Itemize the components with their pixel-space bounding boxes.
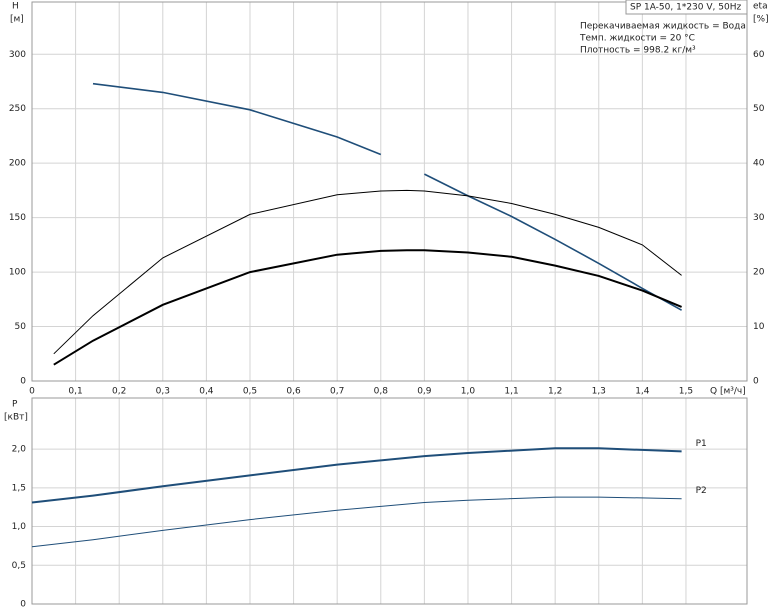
y-unit: [м] [10, 15, 24, 25]
plot-frame [31, 1, 748, 382]
x-tick-label: 0,9 [417, 387, 432, 397]
y-tick-label: 100 [9, 268, 26, 278]
curve [31, 496, 682, 548]
x-label: Q [м³/ч] [710, 387, 746, 397]
y2-tick-label: 60 [753, 50, 765, 60]
y-label: H [12, 2, 19, 12]
x-tick-label: 0,3 [156, 387, 170, 397]
y-label: P [12, 400, 18, 410]
y2-tick-label: 10 [753, 322, 765, 332]
legend-label: P2 [696, 486, 707, 496]
x-tick-label: 0,1 [68, 387, 82, 397]
x-tick-label: 1,0 [461, 387, 476, 397]
annotation: Плотность = 998.2 кг/м³ [580, 46, 696, 56]
y2-tick-label: 20 [753, 268, 765, 278]
y2-tick-label: 40 [753, 159, 765, 169]
x-tick-label: 0,4 [199, 387, 214, 397]
title: SP 1A-50, 1*230 V, 50Hz [630, 3, 741, 13]
legend-label: P1 [696, 439, 707, 449]
y-tick-label: 200 [9, 159, 26, 169]
annotation: Перекачиваемая жидкость = Вода [580, 22, 746, 32]
y2-tick-label: 50 [753, 104, 765, 114]
y-tick-label: 250 [9, 104, 26, 114]
y-unit: [кВт] [4, 413, 28, 423]
y-tick-label: 150 [9, 213, 26, 223]
y-tick-label: 1,0 [12, 522, 27, 532]
x-tick-label: 0,8 [374, 387, 389, 397]
y-tick-label: 1,5 [12, 483, 26, 493]
curve [53, 249, 682, 366]
curve [31, 447, 682, 504]
y2-label: eta [753, 2, 768, 12]
curve [53, 189, 682, 355]
annotation: Темп. жидкости = 20 °C [579, 34, 695, 44]
x-tick-label: 1,3 [592, 387, 606, 397]
plot-frame [31, 397, 748, 605]
y2-tick-label: 30 [753, 213, 765, 223]
x-tick-label: 0,7 [330, 387, 344, 397]
y-tick-label: 50 [15, 322, 27, 332]
title-box [625, 0, 748, 15]
x-tick-label: 0,5 [243, 387, 257, 397]
x-tick-label: 0,6 [286, 387, 301, 397]
x-tick-label: 1,1 [504, 387, 518, 397]
y2-unit: [%] [753, 15, 769, 25]
y-tick-label: 300 [9, 50, 26, 60]
x-tick-label: 0,2 [112, 387, 126, 397]
y-tick-label: 0 [20, 377, 26, 387]
y-tick-label: 0 [20, 600, 26, 610]
y2-tick-label: 0 [753, 377, 759, 387]
x-tick-label: 1,5 [679, 387, 693, 397]
x-tick-label: 0 [29, 387, 35, 397]
y-tick-label: 2,0 [12, 445, 27, 455]
x-tick-label: 1,2 [548, 387, 562, 397]
x-tick-label: 1,4 [635, 387, 650, 397]
y-tick-label: 0,5 [12, 561, 26, 571]
